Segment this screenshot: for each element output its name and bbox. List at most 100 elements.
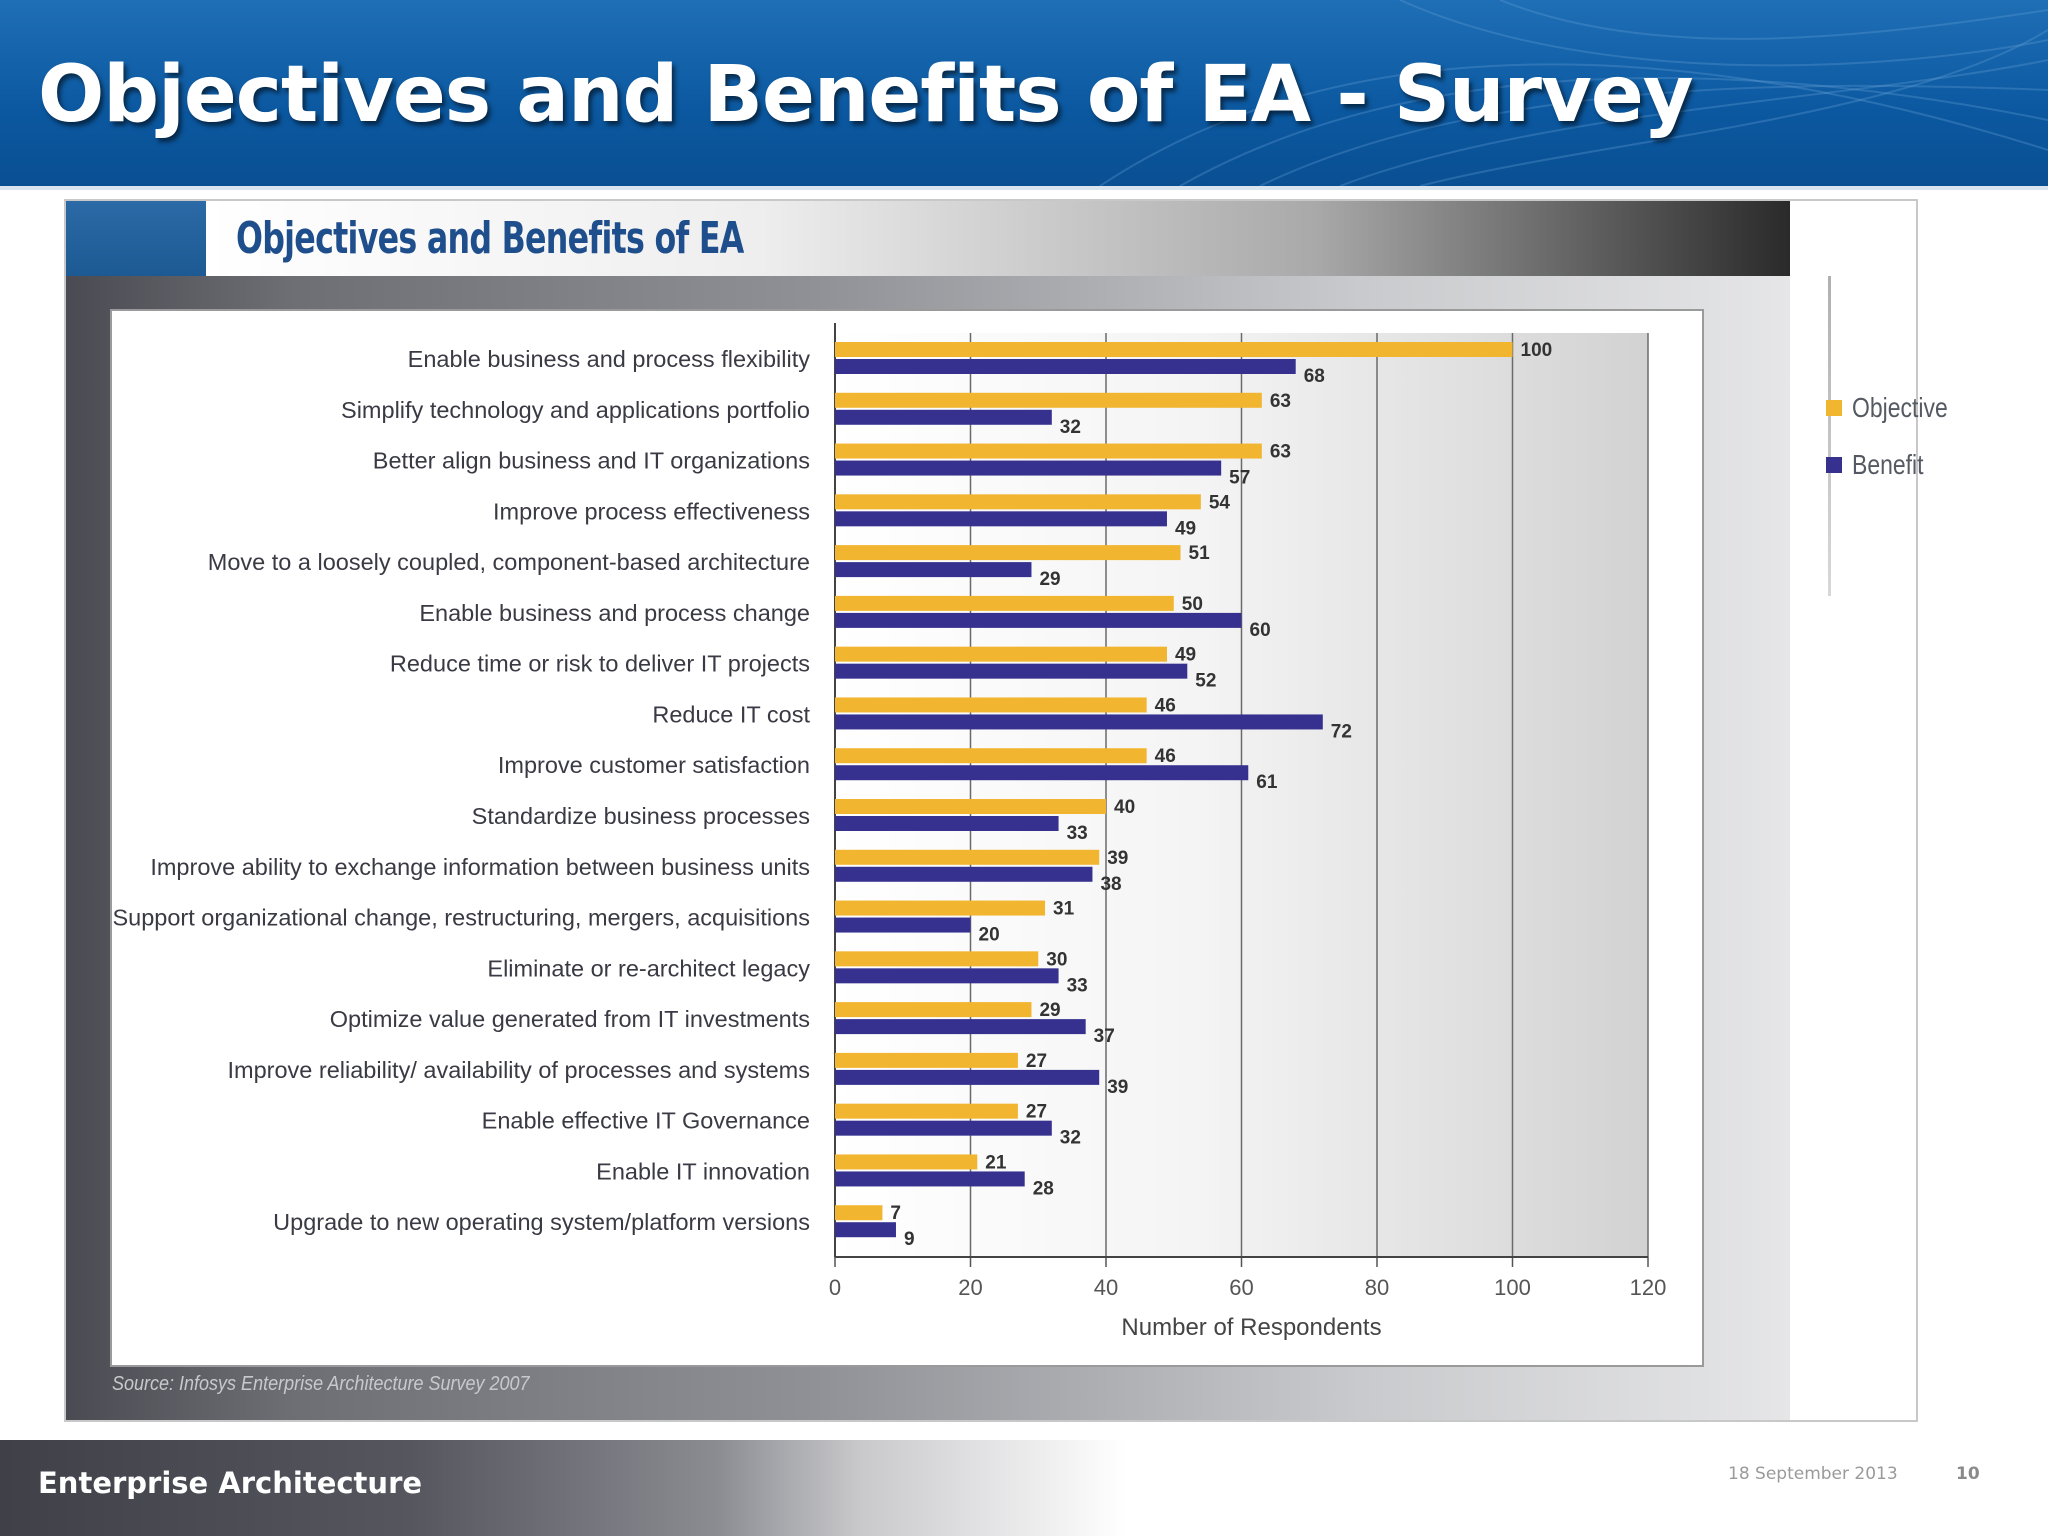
category-label: Enable business and process change	[419, 600, 810, 626]
bar-benefit	[835, 816, 1059, 831]
bar-benefit	[835, 714, 1323, 730]
value-label-benefit: 38	[1100, 874, 1121, 895]
value-label-benefit: 33	[1067, 975, 1088, 996]
bar-benefit	[835, 866, 1093, 882]
category-label: Standardize business processes	[472, 803, 810, 829]
page-number: 10	[1956, 1464, 1980, 1484]
category-label: Move to a loosely coupled, component-bas…	[208, 549, 810, 575]
bar-objective	[835, 342, 1513, 357]
value-label-objective: 27	[1026, 1051, 1047, 1072]
bar-benefit	[835, 359, 1296, 374]
category-label: Improve reliability/ availability of pro…	[227, 1057, 810, 1083]
bar-benefit	[835, 765, 1249, 781]
category-label: Optimize value generated from IT investm…	[330, 1006, 810, 1032]
bar-objective	[835, 951, 1039, 967]
chart-panel: 0 20 40 60 80 100 120 Number of Respondents Enab…	[112, 311, 1702, 1365]
value-label-objective: 29	[1039, 1000, 1060, 1021]
value-label-objective: 30	[1046, 949, 1067, 970]
value-label-benefit: 68	[1304, 366, 1325, 387]
value-label-benefit: 9	[904, 1229, 915, 1250]
legend-swatch-objective	[1826, 400, 1842, 416]
legend-label-benefit: Benefit	[1852, 449, 1924, 480]
bar-benefit	[835, 1069, 1100, 1085]
legend-item-benefit: Benefit	[1826, 449, 1939, 480]
value-label-benefit: 20	[979, 925, 1000, 946]
bar-benefit	[835, 968, 1059, 984]
value-label-objective: 39	[1107, 848, 1128, 869]
value-label-benefit: 60	[1250, 620, 1271, 641]
category-label: Improve process effectiveness	[493, 498, 810, 524]
figure-title: Objectives and Benefits of EA	[236, 213, 744, 264]
value-label-objective: 27	[1026, 1102, 1047, 1123]
bar-benefit	[835, 663, 1188, 679]
bar-objective	[835, 1103, 1018, 1119]
value-label-benefit: 28	[1033, 1178, 1054, 1199]
legend-item-objective: Objective	[1826, 392, 1969, 423]
value-label-objective: 54	[1209, 492, 1231, 513]
value-label-benefit: 52	[1195, 671, 1216, 692]
x-tick-label: 40	[1094, 1275, 1118, 1300]
bar-benefit	[835, 460, 1222, 476]
bar-benefit	[835, 562, 1032, 578]
category-label: Improve customer satisfaction	[498, 752, 810, 778]
bar-benefit	[835, 612, 1242, 628]
slide-title: Objectives and Benefits of EA - Survey	[38, 50, 1694, 140]
value-label-objective: 40	[1114, 797, 1135, 818]
value-label-objective: 46	[1155, 695, 1176, 716]
survey-figure: Objectives and Benefits of EA 0 20 40 60 80 1…	[66, 201, 1948, 1420]
bar-objective	[835, 1002, 1032, 1018]
bar-objective	[835, 1154, 978, 1170]
value-label-benefit: 49	[1175, 518, 1196, 539]
legend-divider	[1828, 276, 1831, 596]
header-rule	[0, 186, 2048, 190]
category-label: Reduce IT cost	[652, 701, 810, 727]
value-label-objective: 63	[1270, 442, 1291, 463]
value-label-objective: 50	[1182, 594, 1203, 615]
value-label-objective: 49	[1175, 645, 1196, 666]
footer-date: 18 September 2013	[1728, 1464, 1898, 1484]
x-tick-label: 120	[1630, 1275, 1667, 1300]
slide-footer: Enterprise Architecture 18 September 201…	[0, 1440, 2048, 1536]
category-label: Enable effective IT Governance	[482, 1108, 810, 1134]
x-tick-label: 100	[1494, 1275, 1531, 1300]
category-label: Reduce time or risk to deliver IT projec…	[390, 651, 810, 677]
bar-benefit	[835, 1171, 1025, 1187]
bar-benefit	[835, 917, 971, 933]
x-tick-label: 60	[1229, 1275, 1253, 1300]
value-label-objective: 31	[1053, 899, 1075, 920]
bar-objective	[835, 595, 1174, 611]
bar-benefit	[835, 1222, 896, 1238]
bar-objective	[835, 697, 1147, 713]
bar-objective	[835, 494, 1201, 510]
legend-swatch-benefit	[1826, 457, 1842, 473]
value-label-objective: 63	[1270, 391, 1291, 412]
category-label: Better align business and IT organizatio…	[373, 448, 810, 474]
bar-benefit	[835, 511, 1167, 527]
category-label: Improve ability to exchange information …	[150, 854, 810, 880]
legend: Objective Benefit	[1790, 201, 1948, 1420]
value-label-benefit: 32	[1060, 1128, 1081, 1149]
value-label-benefit: 29	[1039, 569, 1060, 590]
value-label-objective: 7	[890, 1203, 901, 1224]
bar-objective	[835, 443, 1262, 459]
legend-label-objective: Objective	[1852, 392, 1948, 423]
value-label-objective: 51	[1189, 543, 1211, 564]
x-tick-label: 80	[1365, 1275, 1389, 1300]
value-label-benefit: 72	[1331, 721, 1352, 742]
slide-header: Objectives and Benefits of EA - Survey	[0, 0, 2048, 186]
value-label-benefit: 39	[1107, 1077, 1128, 1098]
header-wave-decoration	[1099, 0, 2048, 186]
bar-benefit	[835, 409, 1052, 425]
category-label: Upgrade to new operating system/platform…	[273, 1209, 810, 1235]
value-label-benefit: 57	[1229, 468, 1250, 489]
footer-label: Enterprise Architecture	[38, 1466, 423, 1500]
value-label-benefit: 33	[1067, 823, 1088, 844]
source-note: Source: Infosys Enterprise Architecture …	[112, 1373, 530, 1395]
bar-benefit	[835, 1120, 1052, 1136]
category-label: Enable IT innovation	[596, 1158, 810, 1184]
bar-objective	[835, 900, 1046, 916]
value-label-objective: 100	[1521, 340, 1553, 361]
category-label: Simplify technology and applications por…	[341, 397, 810, 423]
bar-objective	[835, 392, 1262, 408]
bar-objective	[835, 1052, 1018, 1068]
